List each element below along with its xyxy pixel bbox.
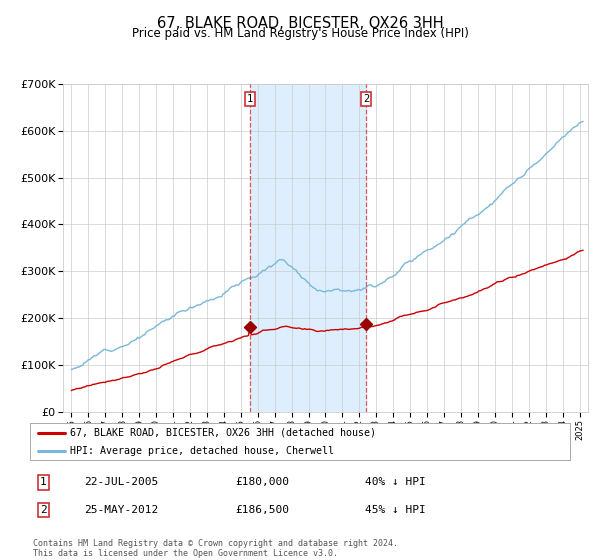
Text: 2: 2 [40, 505, 47, 515]
Text: Contains HM Land Registry data © Crown copyright and database right 2024.
This d: Contains HM Land Registry data © Crown c… [33, 539, 398, 558]
Text: 67, BLAKE ROAD, BICESTER, OX26 3HH (detached house): 67, BLAKE ROAD, BICESTER, OX26 3HH (deta… [71, 427, 377, 437]
Text: £180,000: £180,000 [235, 477, 289, 487]
Text: 22-JUL-2005: 22-JUL-2005 [84, 477, 158, 487]
Text: 45% ↓ HPI: 45% ↓ HPI [365, 505, 425, 515]
Text: Price paid vs. HM Land Registry's House Price Index (HPI): Price paid vs. HM Land Registry's House … [131, 27, 469, 40]
Text: £186,500: £186,500 [235, 505, 289, 515]
Bar [250, 84, 366, 412]
Text: 67, BLAKE ROAD, BICESTER, OX26 3HH: 67, BLAKE ROAD, BICESTER, OX26 3HH [157, 16, 443, 31]
Text: HPI: Average price, detached house, Cherwell: HPI: Average price, detached house, Cher… [71, 446, 335, 456]
Text: 1: 1 [247, 94, 253, 104]
Text: 1: 1 [40, 477, 47, 487]
Text: 40% ↓ HPI: 40% ↓ HPI [365, 477, 425, 487]
Text: 25-MAY-2012: 25-MAY-2012 [84, 505, 158, 515]
Text: 2: 2 [363, 94, 369, 104]
